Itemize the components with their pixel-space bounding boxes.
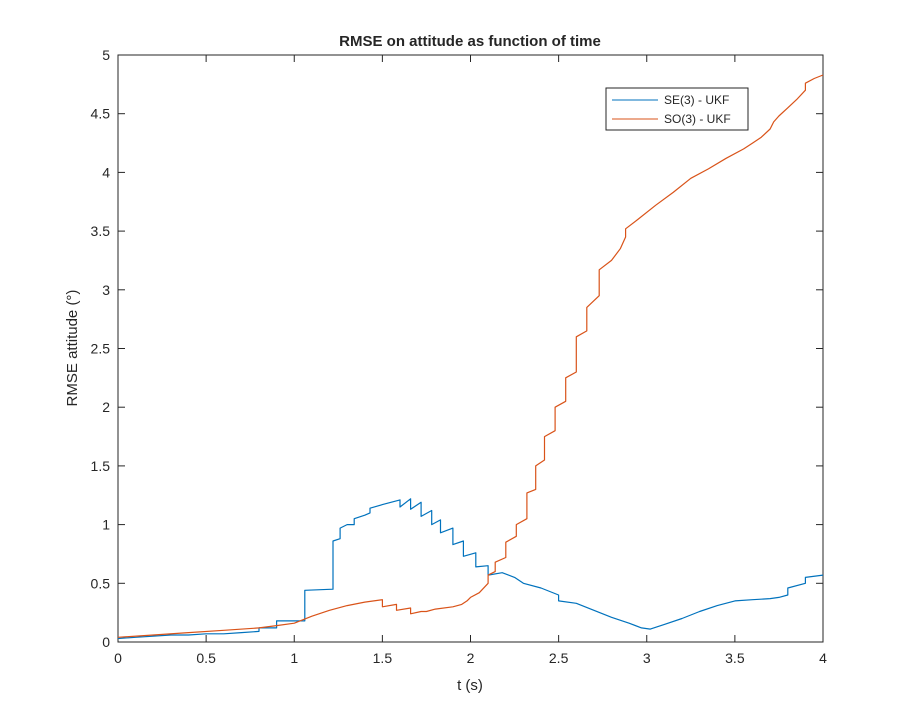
x-tick-label: 4 — [819, 650, 827, 666]
x-tick-label: 2 — [467, 650, 475, 666]
x-tick-label: 0 — [114, 650, 122, 666]
x-tick-label: 2.5 — [549, 650, 569, 666]
y-tick-label: 3.5 — [91, 223, 111, 239]
y-tick-label: 0.5 — [91, 575, 111, 591]
y-tick-label: 2 — [102, 399, 110, 415]
chart-title: RMSE on attitude as function of time — [339, 33, 601, 50]
x-axis-ticks: 0 0.5 1 1.5 2 2.5 3 3.5 4 — [114, 55, 827, 666]
legend-label-se3: SE(3) - UKF — [664, 93, 729, 107]
legend-box — [605, 87, 749, 131]
y-tick-label: 4.5 — [91, 106, 111, 122]
x-tick-label: 1 — [290, 650, 298, 666]
y-axis-label: RMSE attitude (°) — [64, 290, 81, 407]
y-tick-label: 4 — [102, 164, 110, 180]
y-tick-label: 0 — [102, 634, 110, 650]
y-tick-label: 5 — [102, 47, 110, 63]
x-tick-label: 3 — [643, 650, 651, 666]
series-line-0 — [117, 498, 824, 640]
series-line-1 — [117, 74, 824, 638]
axes-box — [117, 54, 824, 643]
y-tick-label: 2.5 — [91, 341, 111, 357]
x-axis-label: t (s) — [457, 677, 483, 694]
plot-area: 0 0.5 1 1.5 2 2.5 3 3.5 4 0 0.5 1 1.5 2 2.5 3 3.5 4 4.5 5 — [91, 47, 828, 666]
y-tick-label: 1 — [102, 517, 110, 533]
x-tick-label: 1.5 — [373, 650, 393, 666]
x-tick-label: 3.5 — [725, 650, 745, 666]
legend-label-so3: SO(3) - UKF — [664, 112, 731, 126]
y-tick-label: 3 — [102, 282, 110, 298]
y-axis-ticks: 0 0.5 1 1.5 2 2.5 3 3.5 4 4.5 5 — [91, 47, 823, 650]
series-lines — [117, 74, 824, 640]
x-tick-label: 0.5 — [196, 650, 216, 666]
y-tick-label: 1.5 — [91, 458, 111, 474]
legend: SE(3) - UKF SO(3) - UKF — [605, 87, 749, 131]
